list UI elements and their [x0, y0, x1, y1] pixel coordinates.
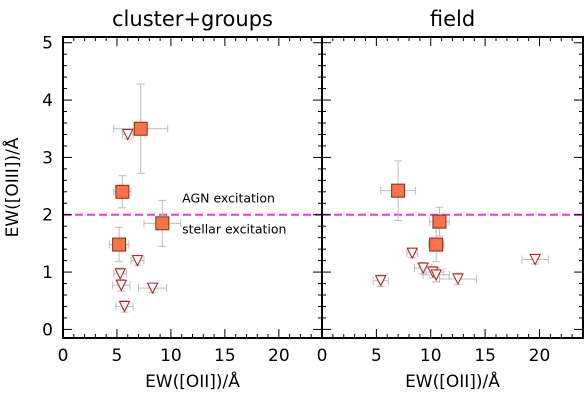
x-tick-label: 0 [58, 346, 69, 366]
x-tick-label: 20 [529, 346, 551, 366]
y-axis-label: EW([OIII])/Å [1, 137, 23, 237]
x-axis-label: EW([OII])/Å [145, 370, 240, 392]
annotation-stellar-excitation: stellar excitation [182, 222, 286, 237]
detection-marker [113, 238, 126, 251]
detection-marker [433, 215, 446, 228]
x-tick-label: 0 [317, 346, 328, 366]
panel-title: cluster+groups [112, 7, 273, 31]
x-tick-label: 10 [420, 346, 442, 366]
y-tick-label: 2 [42, 206, 53, 226]
y-tick-label: 3 [42, 148, 53, 168]
x-tick-label: 15 [214, 346, 236, 366]
x-tick-label: 10 [160, 346, 182, 366]
plot-frame [322, 37, 583, 338]
detection-marker [430, 238, 443, 251]
y-tick-label: 1 [42, 263, 53, 283]
x-tick-label: 5 [112, 346, 123, 366]
y-tick-label: 4 [42, 91, 53, 111]
x-tick-label: 20 [268, 346, 290, 366]
detection-marker [156, 217, 169, 230]
x-tick-label: 5 [371, 346, 382, 366]
detection-marker [116, 185, 129, 198]
panel-field: field 0 5 10 15 20 EW([OII])/Å [317, 7, 583, 392]
y-tick-label: 5 [42, 34, 53, 54]
x-axis-label: EW([OII])/Å [405, 370, 500, 392]
detection-marker [392, 184, 405, 197]
y-tick-label: 0 [42, 320, 53, 340]
panel-title: field [430, 7, 475, 31]
annotation-agn-excitation: AGN excitation [182, 191, 275, 206]
x-tick-label: 15 [474, 346, 496, 366]
panel-cluster-groups: cluster+groups AGN excitation stellar exci… [1, 7, 322, 392]
detection-marker [134, 122, 147, 135]
plot-frame [63, 37, 322, 338]
